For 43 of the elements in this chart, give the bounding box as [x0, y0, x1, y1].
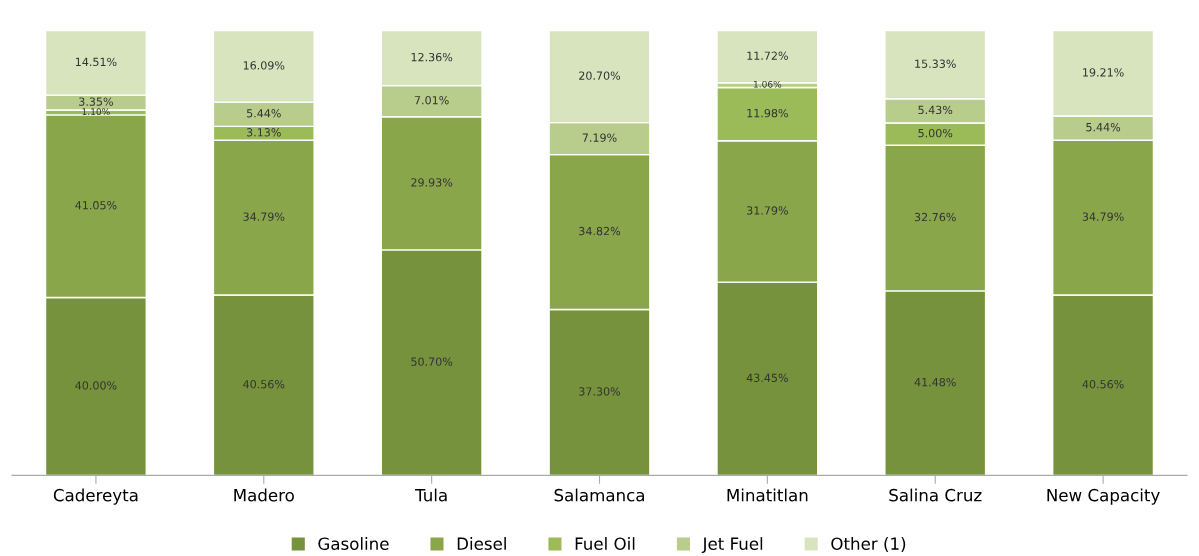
data-label: 5.43%: [918, 105, 953, 115]
x-tick-label: Cadereyta: [53, 488, 138, 505]
legend-label: Jet Fuel: [701, 537, 763, 554]
x-tick-label: Salina Cruz: [889, 488, 982, 502]
data-label: 19.21%: [1083, 68, 1124, 77]
data-label: 14.51%: [75, 57, 117, 67]
data-label: 3.13%: [246, 128, 281, 137]
data-label: 7.19%: [582, 133, 617, 142]
data-label: 5.44%: [246, 109, 281, 118]
data-label: 40.56%: [243, 380, 285, 389]
data-label: 20.70%: [579, 71, 621, 80]
data-label: 15.33%: [915, 59, 956, 68]
data-label: 34.82%: [579, 226, 621, 236]
data-label: 41.05%: [75, 201, 117, 210]
data-label: 12.36%: [411, 52, 453, 62]
data-label: 11.98%: [747, 108, 788, 118]
legend-label: Gasoline: [318, 537, 389, 550]
data-label: 37.30%: [579, 387, 621, 396]
data-label: 29.93%: [411, 178, 453, 187]
data-label: 43.45%: [746, 373, 788, 382]
x-tick-label: Madero: [234, 488, 294, 502]
data-label: 34.79%: [1082, 212, 1124, 221]
data-label: 5.44%: [1086, 122, 1121, 132]
x-tick-label: Salamanca: [554, 488, 644, 502]
legend-label: Other (1): [831, 537, 906, 552]
legend-label: Diesel: [457, 537, 506, 550]
data-label: 7.01%: [414, 96, 449, 105]
x-tick-label: New Capacity: [1047, 488, 1160, 505]
data-label: 40.00%: [75, 381, 117, 390]
data-label: 50.70%: [411, 357, 453, 366]
data-label: 32.76%: [914, 212, 956, 222]
data-label: 11.72%: [747, 51, 788, 60]
data-label: 31.79%: [747, 206, 788, 215]
data-label: 5.00%: [918, 128, 953, 138]
data-label: 3.35%: [79, 97, 113, 106]
x-tick-label: Tula: [415, 488, 447, 502]
data-label: 1.06%: [754, 80, 782, 88]
x-tick-label: Minatitlan: [727, 488, 808, 502]
data-label: 41.48%: [914, 377, 956, 387]
legend-label: Fuel Oil: [575, 537, 635, 550]
data-label: 16.09%: [243, 61, 285, 70]
data-label: 40.56%: [1082, 380, 1124, 389]
data-label: 34.79%: [243, 212, 285, 221]
